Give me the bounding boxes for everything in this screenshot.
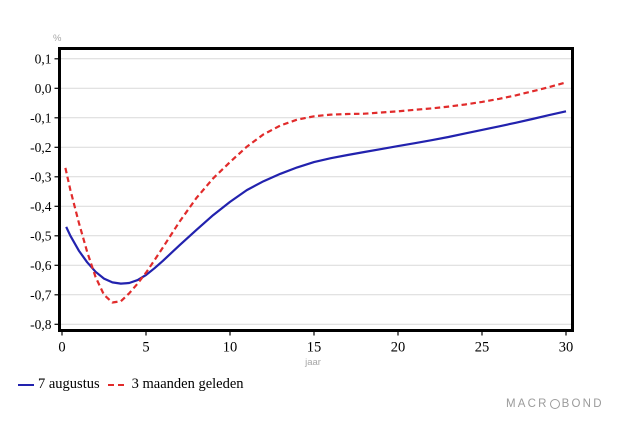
y-tick-label: -0,6	[30, 258, 52, 273]
legend-item-series-1: 3 maanden geleden	[107, 376, 244, 393]
y-tick-label: -0,8	[30, 317, 52, 332]
y-tick-label: 0,1	[35, 51, 52, 66]
y-tick-label: 0,0	[35, 81, 52, 96]
x-tick-label: 30	[559, 340, 574, 356]
x-tick-label: 0	[58, 340, 65, 356]
solid-line-swatch-icon	[18, 383, 34, 386]
x-tick-label: 25	[475, 340, 490, 356]
logo-circle-icon	[549, 399, 560, 409]
series-line-0	[65, 110, 567, 285]
plot-frame	[58, 47, 574, 332]
y-tick-label: -0,5	[30, 228, 52, 243]
x-tick-label: 20	[391, 340, 406, 356]
legend: 7 augustus 3 maanden geleden	[18, 376, 252, 393]
x-axis-title: jaar	[305, 357, 321, 368]
logo-text-post: BOND	[561, 398, 604, 410]
legend-item-series-0: 7 augustus	[18, 376, 100, 393]
y-tick-label: -0,4	[30, 199, 52, 214]
y-axis-unit-label: %	[53, 33, 62, 44]
legend-label-series-0: 7 augustus	[38, 376, 100, 392]
x-tick-label: 15	[307, 340, 322, 356]
y-tick-label: -0,1	[30, 110, 51, 125]
plot-area: 0,1 0,0 -0,1 -0,2 -0,3 -0,4 -0,5 -0,6 -0,7 -0,8 0 5…	[30, 47, 574, 356]
y-tick-label: -0,2	[30, 140, 51, 155]
logo-text-pre: MACR	[506, 398, 549, 410]
y-tick-label: -0,7	[30, 287, 52, 302]
series-line-1	[64, 81, 567, 304]
x-tick-label: 10	[223, 340, 238, 356]
dashed-line-swatch-icon	[107, 383, 128, 386]
y-tick-label: -0,3	[30, 169, 52, 184]
legend-label-series-1: 3 maanden geleden	[131, 376, 244, 392]
x-tick-label: 5	[142, 340, 149, 356]
macrobond-logo: MACR BOND	[506, 398, 604, 410]
